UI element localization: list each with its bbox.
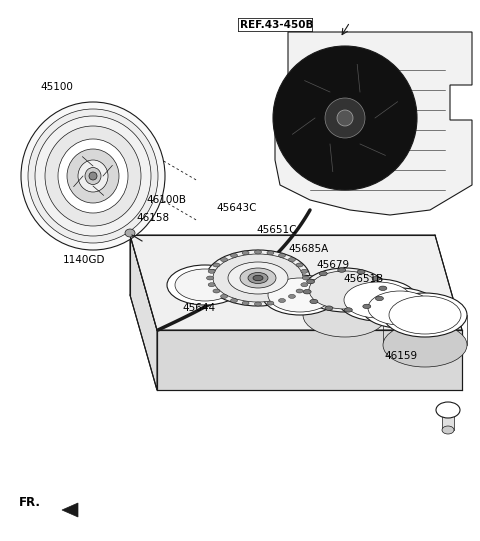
Ellipse shape [436, 402, 460, 418]
Text: 45679: 45679 [317, 260, 350, 270]
Text: 45651C: 45651C [257, 225, 297, 235]
Text: 1140GD: 1140GD [62, 255, 105, 265]
Ellipse shape [310, 299, 318, 304]
Ellipse shape [267, 251, 274, 255]
Ellipse shape [288, 258, 296, 262]
Polygon shape [62, 503, 78, 517]
Ellipse shape [213, 263, 220, 267]
Ellipse shape [379, 286, 387, 291]
Ellipse shape [344, 308, 352, 312]
Ellipse shape [296, 289, 303, 293]
Ellipse shape [344, 282, 412, 318]
Ellipse shape [35, 116, 151, 236]
Ellipse shape [253, 275, 263, 281]
Ellipse shape [268, 278, 332, 312]
Ellipse shape [288, 294, 296, 299]
Ellipse shape [125, 229, 135, 237]
Ellipse shape [303, 289, 311, 294]
Ellipse shape [208, 269, 215, 273]
Ellipse shape [248, 273, 268, 283]
Ellipse shape [240, 268, 276, 288]
Text: 45651B: 45651B [343, 274, 384, 283]
Ellipse shape [338, 279, 418, 321]
Ellipse shape [89, 172, 97, 180]
Circle shape [337, 110, 353, 126]
Ellipse shape [230, 299, 238, 302]
Ellipse shape [85, 168, 101, 184]
Circle shape [273, 46, 417, 190]
Ellipse shape [213, 254, 303, 302]
Ellipse shape [307, 279, 314, 283]
Ellipse shape [362, 288, 438, 328]
Ellipse shape [262, 275, 338, 315]
Ellipse shape [206, 276, 214, 280]
Ellipse shape [228, 262, 288, 294]
Text: 45685A: 45685A [288, 244, 328, 254]
Ellipse shape [21, 102, 165, 250]
Ellipse shape [363, 304, 371, 308]
Ellipse shape [278, 299, 286, 302]
Ellipse shape [242, 301, 249, 305]
Ellipse shape [309, 271, 381, 309]
Text: 46158: 46158 [137, 213, 170, 223]
Ellipse shape [372, 276, 380, 281]
Text: 45100: 45100 [41, 82, 73, 91]
Ellipse shape [303, 268, 387, 312]
Ellipse shape [220, 294, 228, 299]
Ellipse shape [303, 293, 387, 337]
Ellipse shape [220, 258, 228, 262]
Circle shape [325, 98, 365, 138]
Text: 46159: 46159 [384, 351, 417, 361]
Ellipse shape [278, 254, 286, 258]
Ellipse shape [230, 254, 238, 258]
Ellipse shape [383, 323, 467, 367]
Ellipse shape [319, 272, 327, 276]
Ellipse shape [383, 293, 467, 337]
Ellipse shape [357, 269, 365, 274]
Ellipse shape [442, 426, 454, 434]
Ellipse shape [206, 250, 310, 306]
Polygon shape [130, 235, 157, 390]
Ellipse shape [254, 250, 262, 254]
Ellipse shape [254, 302, 262, 306]
Ellipse shape [58, 139, 128, 213]
Polygon shape [157, 330, 462, 390]
Ellipse shape [208, 283, 215, 287]
Ellipse shape [296, 263, 303, 267]
Text: 45644: 45644 [182, 304, 216, 313]
Polygon shape [275, 32, 472, 215]
Ellipse shape [301, 283, 308, 287]
Ellipse shape [375, 296, 384, 301]
Ellipse shape [302, 276, 310, 280]
Ellipse shape [28, 109, 158, 243]
Ellipse shape [213, 289, 220, 293]
Text: 45643C: 45643C [216, 203, 256, 213]
Ellipse shape [45, 126, 141, 226]
Ellipse shape [267, 301, 274, 305]
Ellipse shape [167, 265, 243, 305]
Ellipse shape [389, 296, 461, 334]
Text: REF.43-450B: REF.43-450B [240, 21, 313, 30]
Ellipse shape [67, 149, 119, 203]
Ellipse shape [338, 268, 346, 272]
Polygon shape [130, 235, 462, 330]
Ellipse shape [175, 269, 235, 301]
Ellipse shape [368, 291, 432, 325]
Polygon shape [442, 410, 454, 430]
Ellipse shape [78, 160, 108, 192]
Text: FR.: FR. [19, 496, 41, 509]
Ellipse shape [325, 306, 333, 311]
Ellipse shape [301, 269, 308, 273]
Ellipse shape [242, 251, 249, 255]
Text: 46100B: 46100B [146, 195, 186, 205]
